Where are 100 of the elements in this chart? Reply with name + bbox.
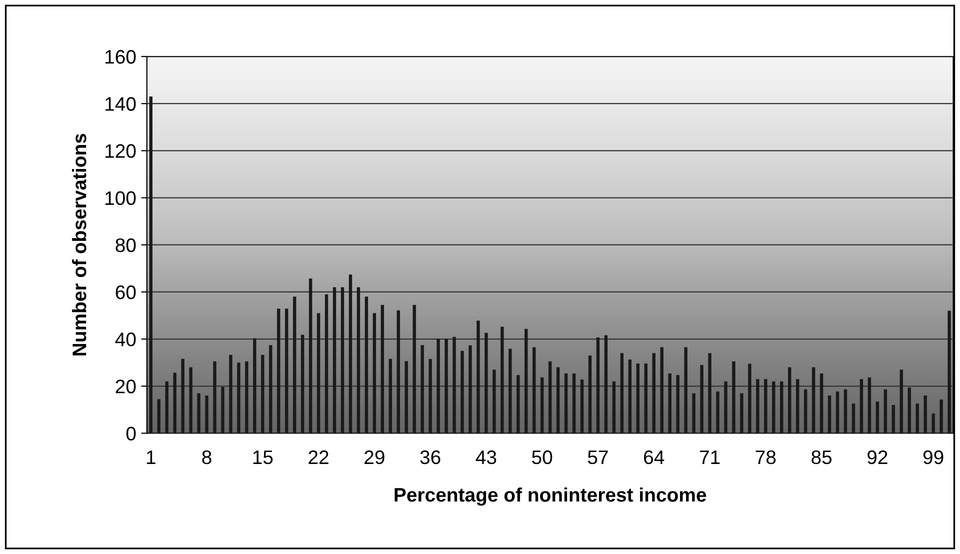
bar: [580, 380, 584, 434]
bar: [860, 379, 864, 434]
y-tick-label: 60: [116, 285, 136, 300]
bar: [916, 404, 919, 434]
bar: [644, 364, 648, 434]
x-tick-label: 29: [364, 450, 384, 464]
bar: [812, 367, 816, 434]
bar: [948, 310, 951, 434]
bar: [772, 381, 776, 434]
y-tick-label: 120: [106, 144, 136, 158]
bar: [532, 347, 536, 434]
bar: [213, 361, 216, 434]
bar: [372, 313, 376, 434]
x-tick-label: 57: [588, 450, 608, 464]
bar: [292, 296, 296, 434]
bar: [285, 308, 288, 434]
bar: [900, 370, 903, 434]
bar: [149, 96, 152, 434]
bar: [588, 356, 592, 434]
x-tick-label: 99: [923, 450, 944, 464]
bar: [756, 379, 760, 434]
bar: [332, 287, 336, 434]
bar: [940, 400, 943, 434]
bar: [444, 339, 448, 434]
bar: [692, 393, 696, 434]
bar: [700, 364, 704, 434]
bar: [564, 373, 568, 434]
bar: [604, 335, 608, 434]
bar: [804, 389, 808, 434]
bar: [165, 381, 168, 434]
bar: [237, 362, 240, 434]
bar: [277, 308, 280, 434]
bar: [508, 348, 512, 434]
bar: [340, 287, 344, 434]
bar: [524, 328, 528, 434]
bar: [828, 396, 832, 434]
x-axis-title: Percentage of noninterest income: [394, 487, 706, 506]
bar: [548, 361, 552, 434]
bar: [684, 347, 688, 434]
bar: [253, 338, 256, 434]
bar: [628, 360, 632, 434]
bar: [388, 358, 392, 434]
y-tick-label: 100: [106, 191, 136, 206]
bar: [868, 377, 872, 434]
bar: [612, 381, 616, 434]
y-tick-label: 40: [115, 332, 136, 346]
bar: [516, 375, 520, 434]
bar: [708, 353, 712, 434]
bar: [492, 370, 496, 434]
bar: [356, 287, 360, 434]
bar: [732, 361, 736, 434]
bar: [620, 353, 624, 434]
bar: [205, 396, 208, 434]
bar: [596, 337, 600, 434]
bar: [892, 404, 895, 434]
bar: [852, 404, 856, 434]
bar: [924, 396, 927, 434]
bar: [636, 364, 640, 434]
y-tick-label: 80: [116, 238, 136, 252]
bar: [476, 320, 480, 434]
bar: [157, 399, 160, 434]
bar: [788, 367, 792, 434]
bar: [932, 413, 935, 434]
bar: [836, 392, 840, 434]
y-tick-label: 160: [106, 50, 136, 64]
x-tick-label: 43: [476, 450, 496, 464]
x-tick-label: 92: [868, 450, 888, 464]
bar: [820, 373, 824, 434]
bar: [221, 386, 224, 434]
y-tick-label: 0: [126, 426, 136, 440]
bar: [308, 278, 312, 434]
bar: [556, 367, 560, 434]
bar: [396, 310, 400, 434]
bar: [676, 375, 680, 434]
x-tick-label: 78: [756, 450, 776, 464]
bar: [500, 326, 504, 434]
bar: [300, 334, 304, 434]
bar: [380, 304, 384, 434]
x-tick-label: 1: [146, 450, 156, 464]
bar: [197, 393, 200, 434]
bar: [908, 388, 911, 434]
bar: [796, 379, 800, 434]
bar: [876, 401, 880, 434]
bar: [189, 367, 192, 434]
y-tick-label: 20: [116, 380, 136, 394]
x-tick-label: 8: [202, 450, 212, 464]
x-tick-label: 22: [308, 450, 328, 464]
bar: [348, 274, 352, 434]
bar: [660, 347, 664, 434]
bar: [436, 339, 440, 434]
bar: [261, 354, 264, 434]
bar: [364, 296, 368, 434]
y-axis-title: Number of observations: [72, 134, 86, 356]
bar: [173, 372, 176, 434]
bar: [181, 358, 184, 434]
bar: [740, 393, 744, 434]
x-tick-label: 15: [253, 450, 273, 464]
bar: [764, 379, 768, 434]
x-tick-label: 64: [644, 450, 664, 464]
x-tick-label: 85: [812, 450, 832, 464]
